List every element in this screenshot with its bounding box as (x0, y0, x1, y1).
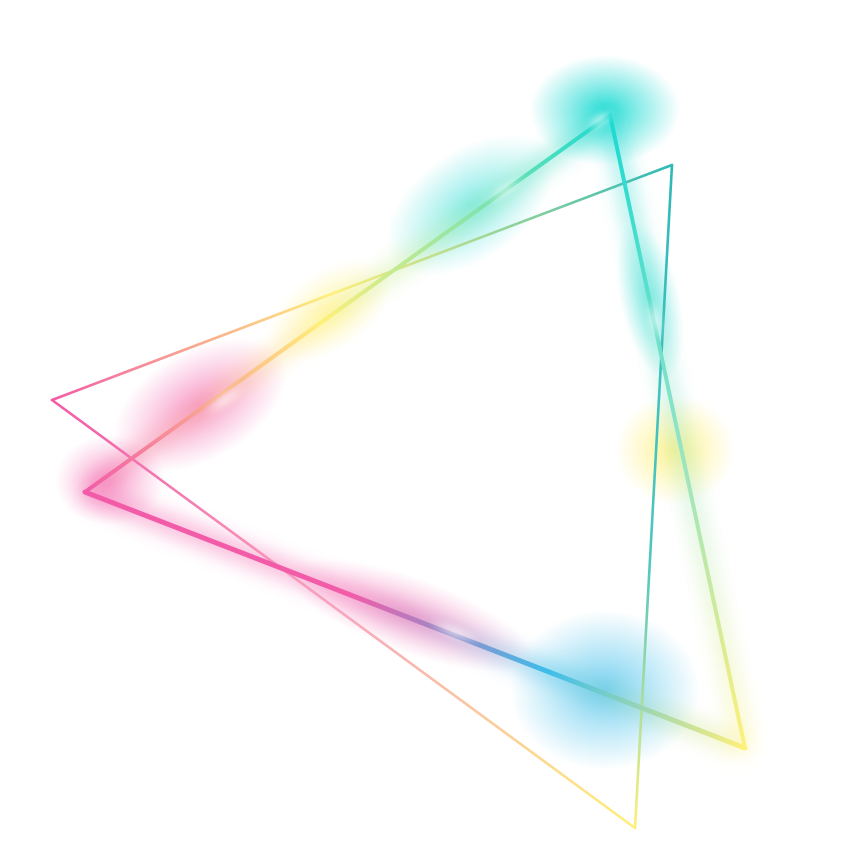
sparkle-upper-edge (485, 175, 525, 205)
thin-triangle (50, 163, 674, 830)
sparkle-bottom (428, 620, 482, 644)
glow-layer (55, 55, 735, 770)
sparkle-top (586, 109, 614, 131)
sparkle-layer (203, 109, 663, 644)
yellow-glow-right (615, 395, 735, 505)
sparkle-left (203, 384, 247, 416)
sparkle-right (647, 298, 663, 342)
